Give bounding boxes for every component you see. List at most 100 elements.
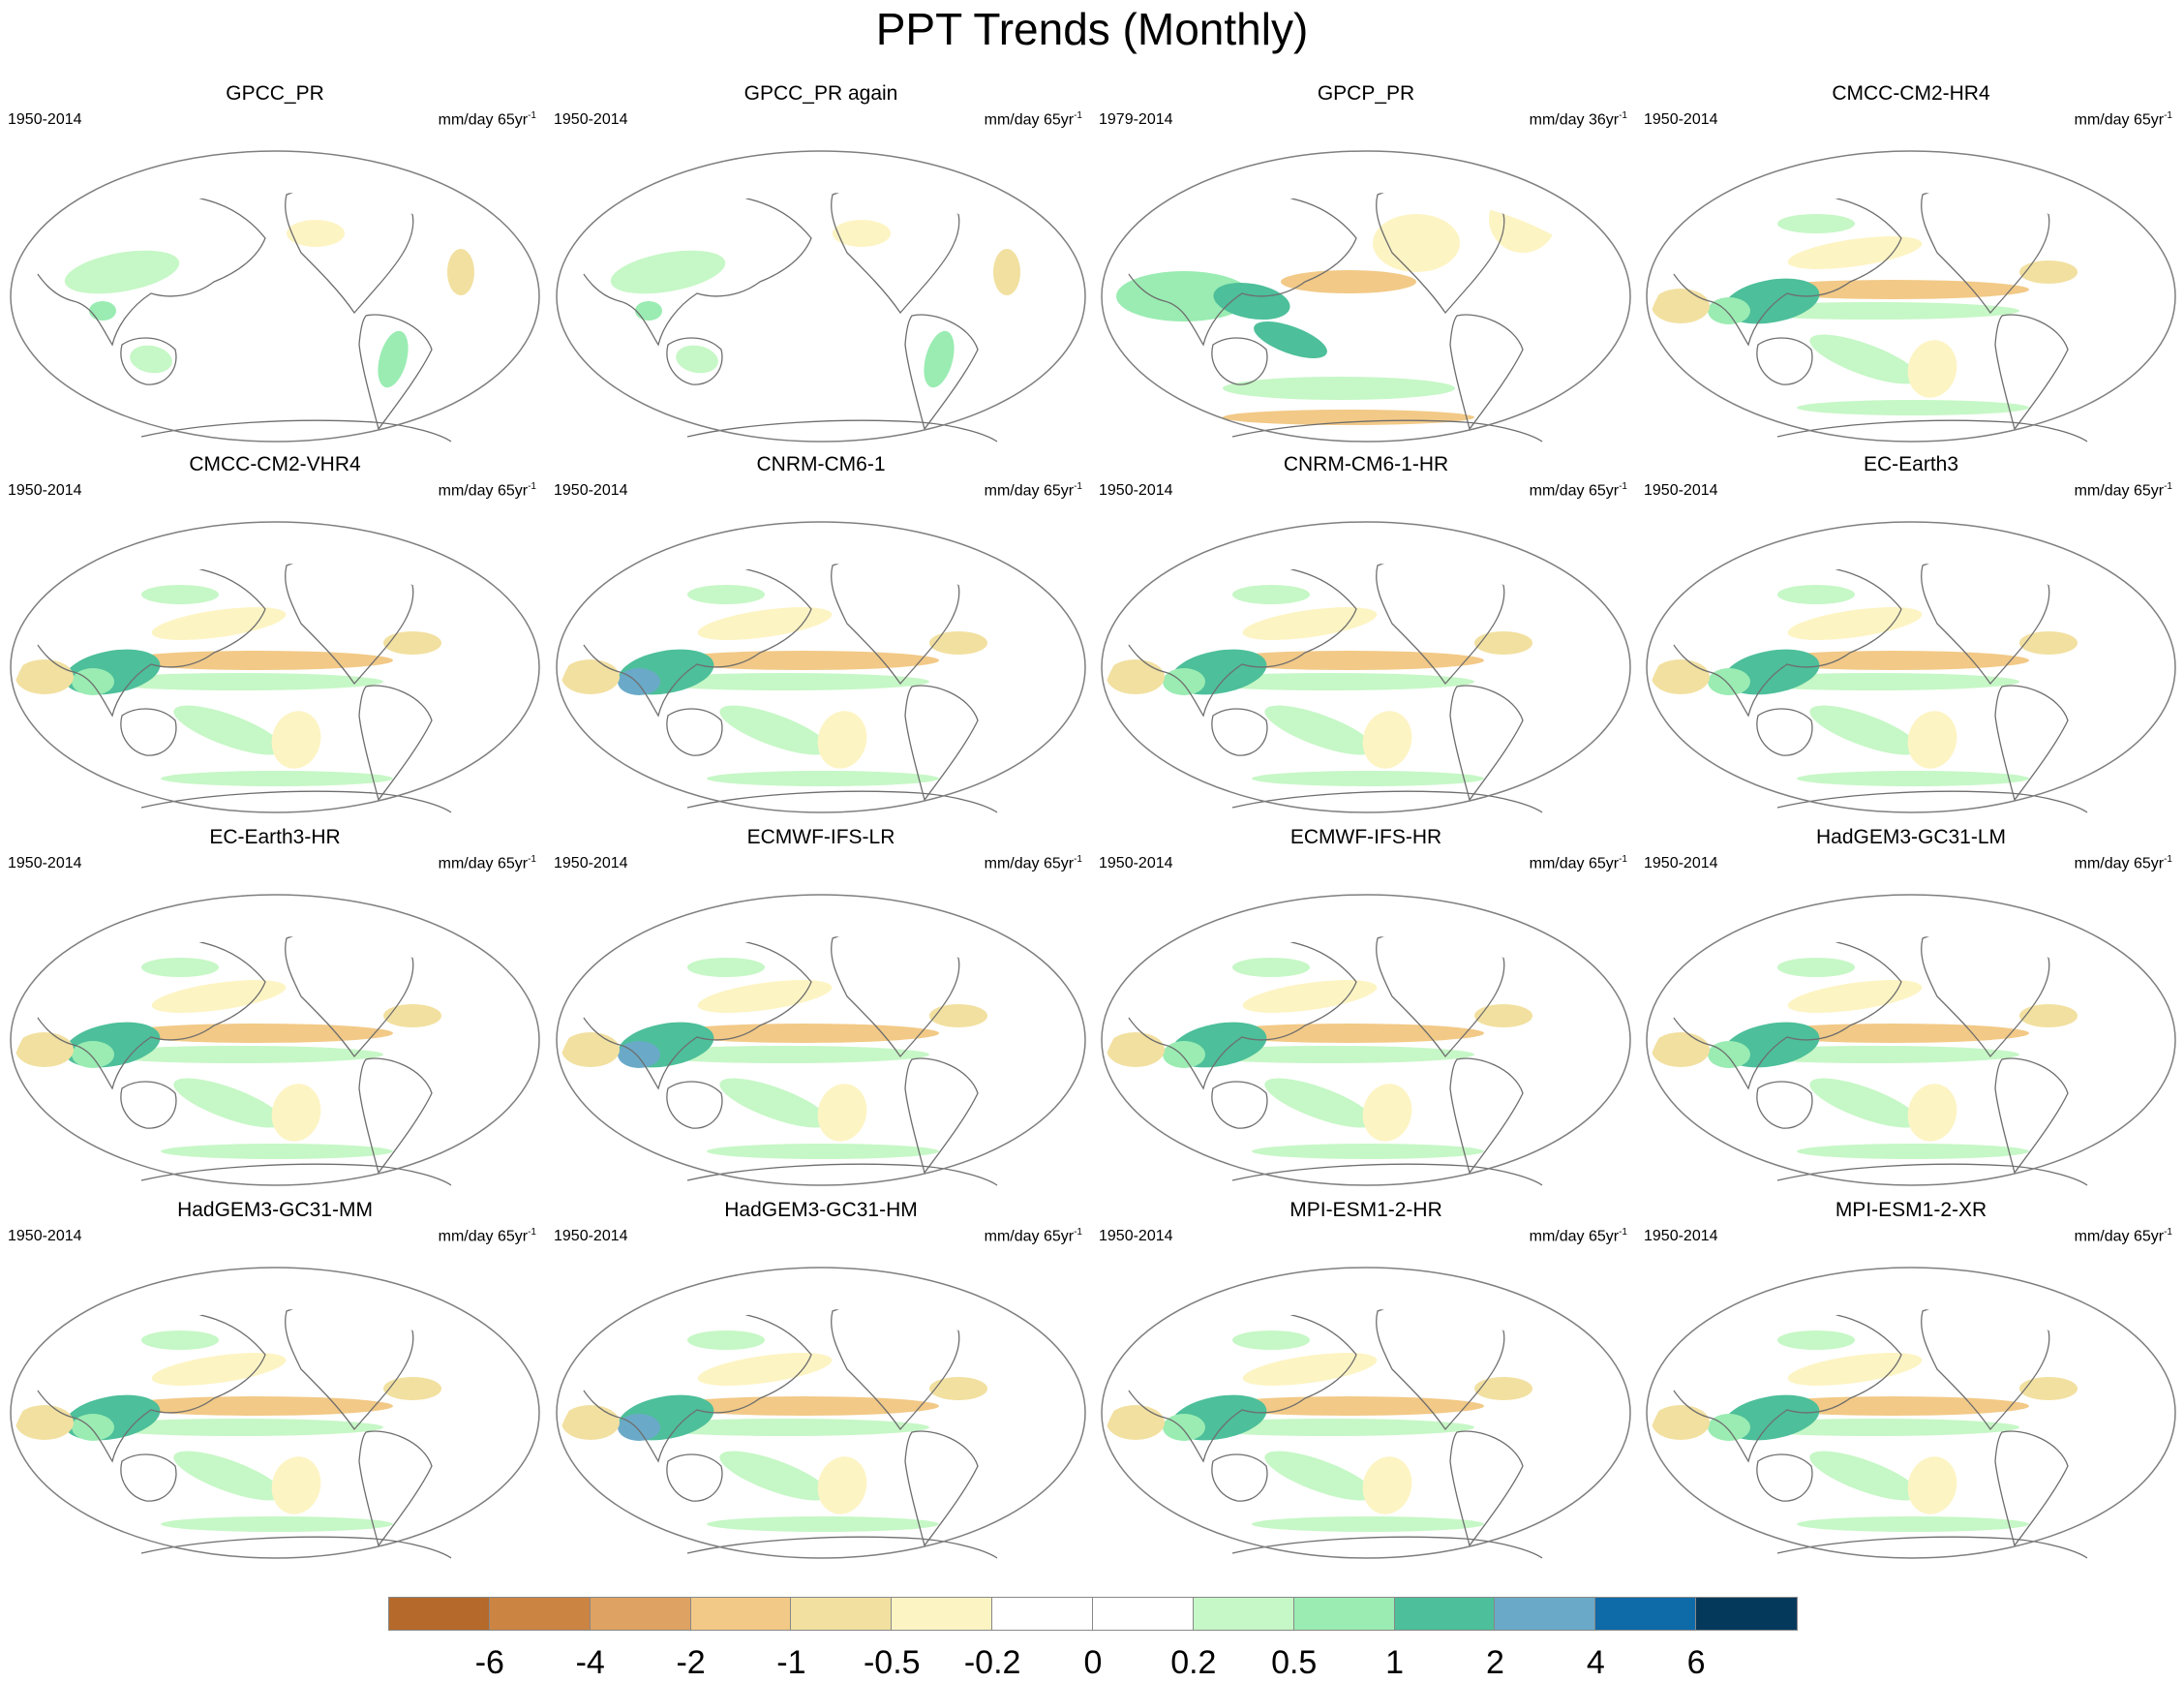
map-projection	[1101, 521, 1631, 813]
coastline-south-america	[1449, 1057, 1524, 1175]
panel-units: mm/day 65yr-1	[985, 107, 1082, 130]
map-content	[1107, 936, 1543, 1186]
trend-area-warm-pool	[64, 649, 161, 695]
coastline-south-america	[1994, 685, 2069, 802]
coastline-asia	[24, 937, 266, 1090]
colorbar-tick-label: 0.2	[1170, 1644, 1217, 1681]
trend-area-southern-ocean	[1252, 1516, 1484, 1532]
units-text: mm/day 65yr	[438, 111, 529, 129]
trend-area-north-band	[1777, 585, 1855, 604]
panel-title: MPI-ESM1-2-XR	[1835, 1199, 1987, 1221]
panel-title: CNRM-CM6-1-HR	[1283, 453, 1449, 475]
colorbar-swatch	[1494, 1597, 1597, 1631]
trend-area-southern-ocean	[707, 771, 939, 786]
map-projection	[1101, 150, 1631, 443]
trend-area-indian-west	[561, 1032, 620, 1067]
trend-area-southeast-pacific	[271, 711, 321, 769]
units-exponent: -1	[528, 481, 536, 492]
map-panel: MPI-ESM1-2-XR 1950-2014 mm/day 65yr-1	[1642, 1199, 2180, 1565]
coastline-australia	[120, 337, 177, 385]
trend-area-atlantic-itcz	[1474, 1004, 1532, 1027]
coastline-asia	[1660, 565, 1902, 718]
coastline-asia	[570, 1310, 812, 1463]
colorbar	[387, 1597, 1799, 1631]
units-text: mm/day 65yr	[1529, 1228, 1620, 1245]
trend-area-southern-ocean	[1252, 771, 1484, 786]
trend-area-maritime-core	[618, 1414, 660, 1441]
coastline-antarctica	[1231, 1163, 1543, 1186]
coastline-antarctica	[686, 1536, 998, 1559]
coastline-australia	[1756, 1081, 1813, 1129]
map-content	[15, 1309, 452, 1559]
coastline-australia	[120, 1081, 177, 1129]
trend-area-maritime	[89, 301, 116, 321]
panel-units: mm/day 65yr-1	[439, 850, 536, 873]
panel-title: HadGEM3-GC31-HM	[724, 1199, 918, 1221]
colorbar-swatch	[1192, 1597, 1296, 1631]
trend-area-maritime-core	[72, 668, 114, 695]
coastline-antarctica	[1776, 1536, 2088, 1559]
trend-area-atlantic-itcz	[929, 1377, 987, 1400]
map-border	[10, 521, 540, 813]
units-exponent: -1	[2164, 110, 2172, 121]
coastline-australia	[666, 1453, 723, 1502]
trend-area-indian-west	[15, 1032, 74, 1067]
panel-period: 1950-2014	[554, 482, 628, 499]
trend-area-spcz	[1254, 321, 1327, 358]
coastline-antarctica	[140, 790, 452, 813]
trend-area-itcz-south	[93, 673, 383, 690]
map-projection	[556, 521, 1086, 813]
trend-area-southeast-pacific	[271, 1084, 321, 1142]
trend-area-south-america	[378, 330, 409, 388]
colorbar-swatch	[689, 1597, 793, 1631]
trend-area-itcz-north	[1213, 1024, 1484, 1043]
trend-area-north-band	[141, 585, 219, 604]
units-exponent: -1	[528, 854, 536, 865]
trend-area-itcz-north	[1758, 1396, 2029, 1416]
coastline-antarctica	[1231, 419, 1543, 443]
trend-area-southeast-pacific	[1907, 711, 1957, 769]
trend-area-north-band	[1232, 1330, 1310, 1350]
map-border	[1101, 1267, 1631, 1559]
coastline-south-america	[358, 314, 433, 431]
trend-area-maritime-core	[1708, 1414, 1750, 1441]
coastline-australia	[1756, 337, 1813, 385]
coastline-south-america	[904, 1057, 979, 1175]
map-border	[1646, 521, 2176, 813]
coastline-australia	[120, 1453, 177, 1502]
map-border	[1646, 894, 2176, 1186]
map-border	[556, 150, 1086, 443]
map-panel: HadGEM3-GC31-MM 1950-2014 mm/day 65yr-1	[6, 1199, 544, 1565]
colorbar-swatch	[891, 1597, 994, 1631]
panel-period: 1950-2014	[554, 111, 628, 128]
trend-area-southeast-pacific	[1362, 1084, 1412, 1142]
units-exponent: -1	[1619, 854, 1627, 865]
trend-area-itcz-north	[1758, 280, 2029, 299]
trend-area-indian-west	[1652, 659, 1710, 694]
trend-area-north-band	[141, 1330, 219, 1350]
units-text: mm/day 65yr	[984, 482, 1075, 500]
trend-area-south-pacific	[1809, 705, 1920, 755]
trend-area-indian-west	[1652, 1405, 1710, 1440]
map-content	[1652, 936, 2088, 1186]
panel-period: 1950-2014	[1099, 1228, 1173, 1244]
coastline-australia	[666, 708, 723, 756]
trend-area-south-pacific	[719, 705, 830, 755]
map-content	[1652, 1309, 2088, 1559]
trend-area-north-band	[1777, 1330, 1855, 1350]
panel-period: 1950-2014	[1099, 855, 1173, 872]
colorbar-swatch	[1292, 1597, 1397, 1631]
coastline-south-america	[904, 685, 979, 802]
trend-area-indian-west	[1107, 659, 1165, 694]
units-text: mm/day 65yr	[2074, 482, 2165, 500]
map-projection	[556, 894, 1086, 1186]
trend-area-south-pacific	[1809, 1078, 1920, 1128]
trend-area-southern-ocean	[161, 1144, 393, 1159]
trend-area-south-pacific	[1809, 1451, 1920, 1501]
trend-area-southern-ocean	[161, 771, 393, 786]
panel-title: ECMWF-IFS-LR	[746, 826, 895, 848]
trend-area-southeast-pacific	[817, 1456, 867, 1514]
units-exponent: -1	[2164, 854, 2172, 865]
colorbar-swatch	[1091, 1597, 1196, 1631]
map-content	[1115, 193, 1557, 443]
